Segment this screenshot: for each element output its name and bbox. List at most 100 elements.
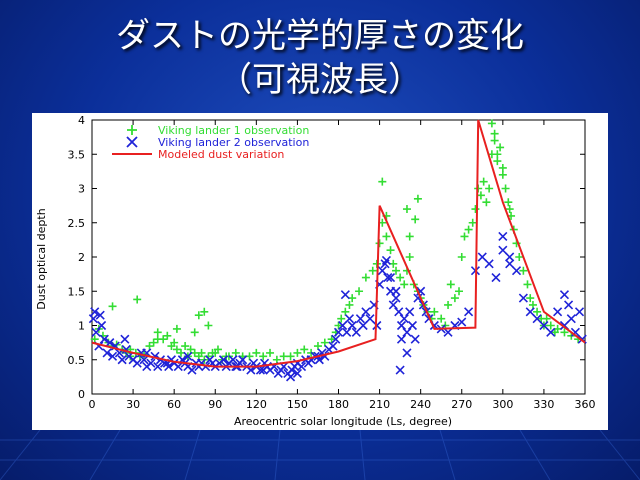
lander2-point bbox=[99, 334, 109, 344]
lander2-point bbox=[498, 245, 508, 255]
lander1-point bbox=[501, 184, 510, 193]
lander2-point bbox=[153, 362, 163, 372]
lander1-point bbox=[526, 294, 535, 303]
lander2-point bbox=[407, 320, 418, 331]
lander1-point bbox=[159, 335, 168, 344]
lander2-point bbox=[570, 327, 580, 337]
lander2-point bbox=[385, 272, 396, 283]
y-tick-label: 1.5 bbox=[68, 285, 86, 298]
lander1-point bbox=[375, 239, 384, 248]
lander2-point bbox=[553, 307, 563, 317]
axis-ticks: 0 30 60 90 120 150 180 210 240 270 300 330 360 0 0.5 1 1… bbox=[68, 114, 596, 411]
lander1-point bbox=[231, 348, 240, 357]
lander1-point bbox=[468, 218, 477, 227]
lander2-point bbox=[90, 307, 100, 317]
lander2-point bbox=[484, 259, 494, 269]
lander2-point bbox=[228, 355, 238, 365]
lander2-point bbox=[292, 368, 302, 379]
lander2-point bbox=[286, 372, 296, 382]
lander1-point bbox=[402, 205, 411, 214]
lander1-point bbox=[204, 321, 213, 330]
lander1-point bbox=[485, 184, 494, 193]
lander2-point bbox=[498, 231, 508, 242]
lander1-point bbox=[279, 352, 288, 361]
lander1-point bbox=[405, 253, 414, 261]
lander1-point bbox=[286, 352, 295, 361]
lander2-point bbox=[91, 327, 101, 337]
lander2-point bbox=[344, 314, 355, 324]
x-tick-label: 30 bbox=[126, 398, 140, 411]
lander1-point bbox=[523, 280, 532, 289]
lander2-point bbox=[187, 365, 197, 375]
lander1-point bbox=[444, 300, 453, 309]
lander1-point bbox=[108, 302, 117, 311]
lander2-point bbox=[564, 300, 574, 310]
lander1-point bbox=[464, 225, 473, 234]
lander1-point bbox=[490, 129, 499, 138]
lander1-point bbox=[293, 348, 302, 357]
y-tick-label: 0.5 bbox=[68, 354, 86, 367]
legend-entry: Viking lander 1 observation bbox=[127, 124, 309, 137]
dust-optical-depth-chart: 0 30 60 90 120 150 180 210 240 270 300 330 360 0 0.5 1 1… bbox=[35, 114, 596, 428]
lander1-point bbox=[515, 253, 524, 261]
lander2-point bbox=[391, 293, 401, 303]
legend-label: Modeled dust variation bbox=[158, 148, 284, 161]
lander2-point bbox=[107, 351, 118, 361]
lander1-point bbox=[133, 295, 142, 304]
lander1-point bbox=[457, 253, 466, 261]
lander1-point bbox=[479, 177, 488, 186]
lander1-point bbox=[396, 273, 405, 282]
lander2-point bbox=[351, 327, 361, 337]
x-tick-label: 0 bbox=[89, 398, 96, 411]
lander1-point bbox=[345, 300, 354, 309]
lander2-point bbox=[511, 266, 522, 276]
lander2-point bbox=[518, 293, 528, 303]
title-line-1: ダストの光学的厚さの変化 bbox=[116, 16, 524, 56]
x-tick-label: 120 bbox=[246, 398, 267, 411]
lander2-point bbox=[139, 355, 149, 365]
lander1-point bbox=[493, 150, 502, 159]
lander2-point bbox=[457, 317, 467, 327]
lander1-point bbox=[413, 194, 422, 203]
legend-label: Viking lander 1 observation bbox=[158, 124, 309, 137]
legend-entry: Viking lander 2 observation bbox=[126, 136, 309, 149]
x-tick-label: 270 bbox=[451, 398, 472, 411]
x-tick-label: 60 bbox=[167, 398, 181, 411]
lander2-point bbox=[238, 355, 248, 365]
lander1-point bbox=[528, 300, 537, 309]
lander1-point bbox=[197, 348, 206, 357]
lander2-point bbox=[383, 272, 393, 283]
chart-panel: 0 30 60 90 120 150 180 210 240 270 300 330 360 0 0.5 1 1… bbox=[32, 113, 608, 430]
lander1-point bbox=[259, 352, 268, 361]
lander2-point bbox=[539, 320, 549, 331]
lander1-point bbox=[392, 266, 401, 275]
title-line-2: （可視波長） bbox=[218, 60, 422, 100]
model-line bbox=[91, 119, 586, 368]
lander2-point bbox=[338, 320, 348, 331]
lander2-point bbox=[183, 351, 193, 361]
lander2-point bbox=[331, 334, 341, 344]
lander2-point bbox=[146, 358, 156, 368]
plot-border bbox=[91, 119, 586, 395]
lander2-point bbox=[296, 362, 307, 372]
lander2-point bbox=[377, 266, 387, 276]
lander2-point bbox=[566, 314, 576, 324]
lander1-point bbox=[300, 345, 309, 354]
lander1-point bbox=[382, 232, 391, 241]
lander1-point bbox=[172, 345, 181, 354]
lander1-point bbox=[496, 143, 505, 152]
lander1-point bbox=[145, 342, 154, 351]
lander1-point bbox=[490, 136, 499, 145]
lander2-point bbox=[328, 341, 338, 351]
plot-frame bbox=[91, 119, 586, 395]
lander1-point bbox=[181, 342, 190, 351]
lander2-point bbox=[402, 348, 412, 358]
lander1-point bbox=[411, 215, 420, 224]
lander2-point bbox=[491, 272, 501, 283]
lander1-point bbox=[153, 328, 162, 337]
lander2-point bbox=[97, 320, 107, 331]
lander2-point bbox=[396, 334, 407, 344]
lander2-point bbox=[559, 290, 570, 300]
y-tick-label: 2 bbox=[78, 251, 85, 264]
lander1-point bbox=[313, 342, 322, 351]
